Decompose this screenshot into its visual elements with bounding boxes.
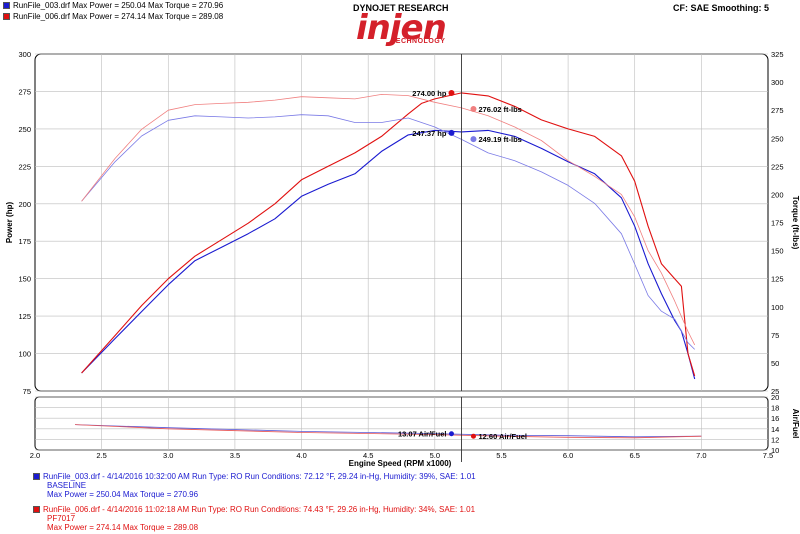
cursor-marker <box>470 136 477 143</box>
y-tick-label: 225 <box>18 162 31 171</box>
y2-tick-label: 250 <box>771 134 784 143</box>
run2-summary: RunFile_006.drf Max Power = 274.14 Max T… <box>3 12 223 21</box>
af-axis-label: Air/Fuel <box>791 409 800 439</box>
series-power-runfile003drf <box>81 129 696 380</box>
series-torque-runfile006drf <box>81 94 696 346</box>
x-tick-label: 2.5 <box>96 451 106 460</box>
y-tick-label: 200 <box>18 200 31 209</box>
y2-tick-label: 50 <box>771 359 779 368</box>
af-y-tick-label: 20 <box>771 393 779 402</box>
run2-footer-line3: Max Power = 274.14 Max Torque = 289.08 <box>47 523 199 532</box>
af-y-tick-label: 12 <box>771 435 779 444</box>
run1-footer-line2: BASELINE <box>47 481 87 490</box>
x-tick-label: 2.0 <box>30 451 40 460</box>
x-tick-label: 6.5 <box>630 451 640 460</box>
af-cursor-marker <box>470 433 476 439</box>
y-tick-label: 75 <box>23 387 31 396</box>
y2-tick-label: 25 <box>771 387 779 396</box>
af-series-runfile006drf <box>74 424 702 439</box>
y2-tick-label: 275 <box>771 106 784 115</box>
af-y-tick-label: 14 <box>771 425 779 434</box>
run2-footer-line2: PF7017 <box>47 514 76 523</box>
y2-tick-label: 325 <box>771 50 784 59</box>
run2-footer: RunFile_006.drf - 4/14/2016 11:02:18 AM … <box>33 505 475 532</box>
y-tick-label: 100 <box>18 350 31 359</box>
x-tick-label: 7.5 <box>763 451 773 460</box>
main-plot-frame <box>34 53 769 392</box>
x-tick-label: 6.0 <box>563 451 573 460</box>
af-cursor-marker <box>448 431 454 437</box>
cursor-label: 274.00 hp <box>412 89 447 98</box>
run1-footer: RunFile_003.drf - 4/14/2016 10:32:00 AM … <box>33 472 476 499</box>
y2-tick-label: 125 <box>771 275 784 284</box>
cursor-label: 276.02 ft-lbs <box>478 105 521 114</box>
settings-text: CF: SAE Smoothing: 5 <box>673 3 769 13</box>
injen-logo: injen <box>356 8 447 48</box>
run2-swatch-icon <box>3 13 10 20</box>
cursor-label: 247.37 hp <box>412 129 447 138</box>
x-axis-label: Engine Speed (RPM x1000) <box>349 459 452 468</box>
run1-swatch-icon <box>3 2 10 9</box>
x-tick-label: 3.5 <box>230 451 240 460</box>
y-tick-label: 150 <box>18 275 31 284</box>
series-power-runfile006drf <box>81 92 696 377</box>
run1-footer-line3: Max Power = 250.04 Max Torque = 270.96 <box>47 490 199 499</box>
cursor-label: 249.19 ft-lbs <box>478 135 521 144</box>
run1-summary-text: RunFile_003.drf Max Power = 250.04 Max T… <box>13 1 224 10</box>
x-tick-label: 5.5 <box>496 451 506 460</box>
cursor-marker <box>448 129 455 136</box>
af-y-tick-label: 18 <box>771 404 779 413</box>
y-tick-label: 175 <box>18 237 31 246</box>
af-plot-frame <box>34 396 769 451</box>
cursor-marker <box>448 89 455 96</box>
y2-tick-label: 300 <box>771 78 784 87</box>
power-torque-plot: 2.0 2.5 3.0 3.5 4.0 4.5 5.0 5.5 6.0 6.5 7.0 7.57510… <box>5 50 800 468</box>
af-cursor-label: 13.07 Air/Fuel <box>398 430 447 439</box>
logo-sub-text: TECHNOLOGY <box>391 38 446 45</box>
x-tick-label: 7.0 <box>696 451 706 460</box>
y-tick-label: 275 <box>18 87 31 96</box>
af-series-runfile003drf <box>74 424 702 438</box>
run1-summary: RunFile_003.drf Max Power = 250.04 Max T… <box>3 1 223 10</box>
run1-footer-swatch-icon <box>33 473 40 480</box>
logo-top-text: DYNOJET RESEARCH <box>353 3 449 13</box>
y-tick-label: 250 <box>18 125 31 134</box>
af-y-tick-label: 16 <box>771 414 779 423</box>
y2-tick-label: 225 <box>771 162 784 171</box>
y-tick-label: 125 <box>18 312 31 321</box>
run2-summary-text: RunFile_006.drf Max Power = 274.14 Max T… <box>13 12 224 21</box>
y-tick-label: 300 <box>18 50 31 59</box>
y2-tick-label: 75 <box>771 331 779 340</box>
y2-axis-label: Torque (ft-lbs) <box>791 196 800 250</box>
run2-footer-swatch-icon <box>33 506 40 513</box>
cursor-marker <box>470 106 477 113</box>
x-tick-label: 4.5 <box>363 451 373 460</box>
af-y-tick-label: 10 <box>771 446 779 455</box>
x-tick-label: 3.0 <box>163 451 173 460</box>
series-torque-runfile003drf <box>81 114 695 350</box>
run2-footer-line1: RunFile_006.drf - 4/14/2016 11:02:18 AM … <box>43 505 476 514</box>
y2-tick-label: 100 <box>771 303 784 312</box>
run1-footer-line1: RunFile_003.drf - 4/14/2016 10:32:00 AM … <box>43 472 476 481</box>
af-cursor-label: 12.60 Air/Fuel <box>478 432 527 441</box>
y2-tick-label: 175 <box>771 219 784 228</box>
y2-tick-label: 150 <box>771 247 784 256</box>
x-tick-label: 5.0 <box>430 451 440 460</box>
y2-tick-label: 200 <box>771 190 784 199</box>
y-axis-label: Power (hp) <box>5 202 14 244</box>
x-tick-label: 4.0 <box>296 451 306 460</box>
